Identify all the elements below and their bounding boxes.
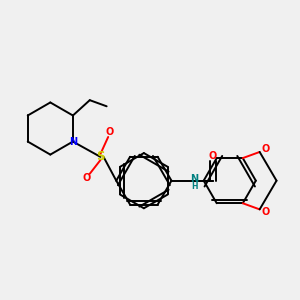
- Text: O: O: [261, 144, 269, 154]
- Text: S: S: [96, 150, 105, 164]
- Text: N: N: [69, 136, 77, 147]
- Text: O: O: [82, 173, 91, 183]
- Text: O: O: [261, 208, 269, 218]
- Text: O: O: [209, 151, 217, 161]
- Text: H: H: [191, 182, 198, 191]
- Text: N: N: [190, 174, 199, 184]
- Text: O: O: [106, 128, 114, 137]
